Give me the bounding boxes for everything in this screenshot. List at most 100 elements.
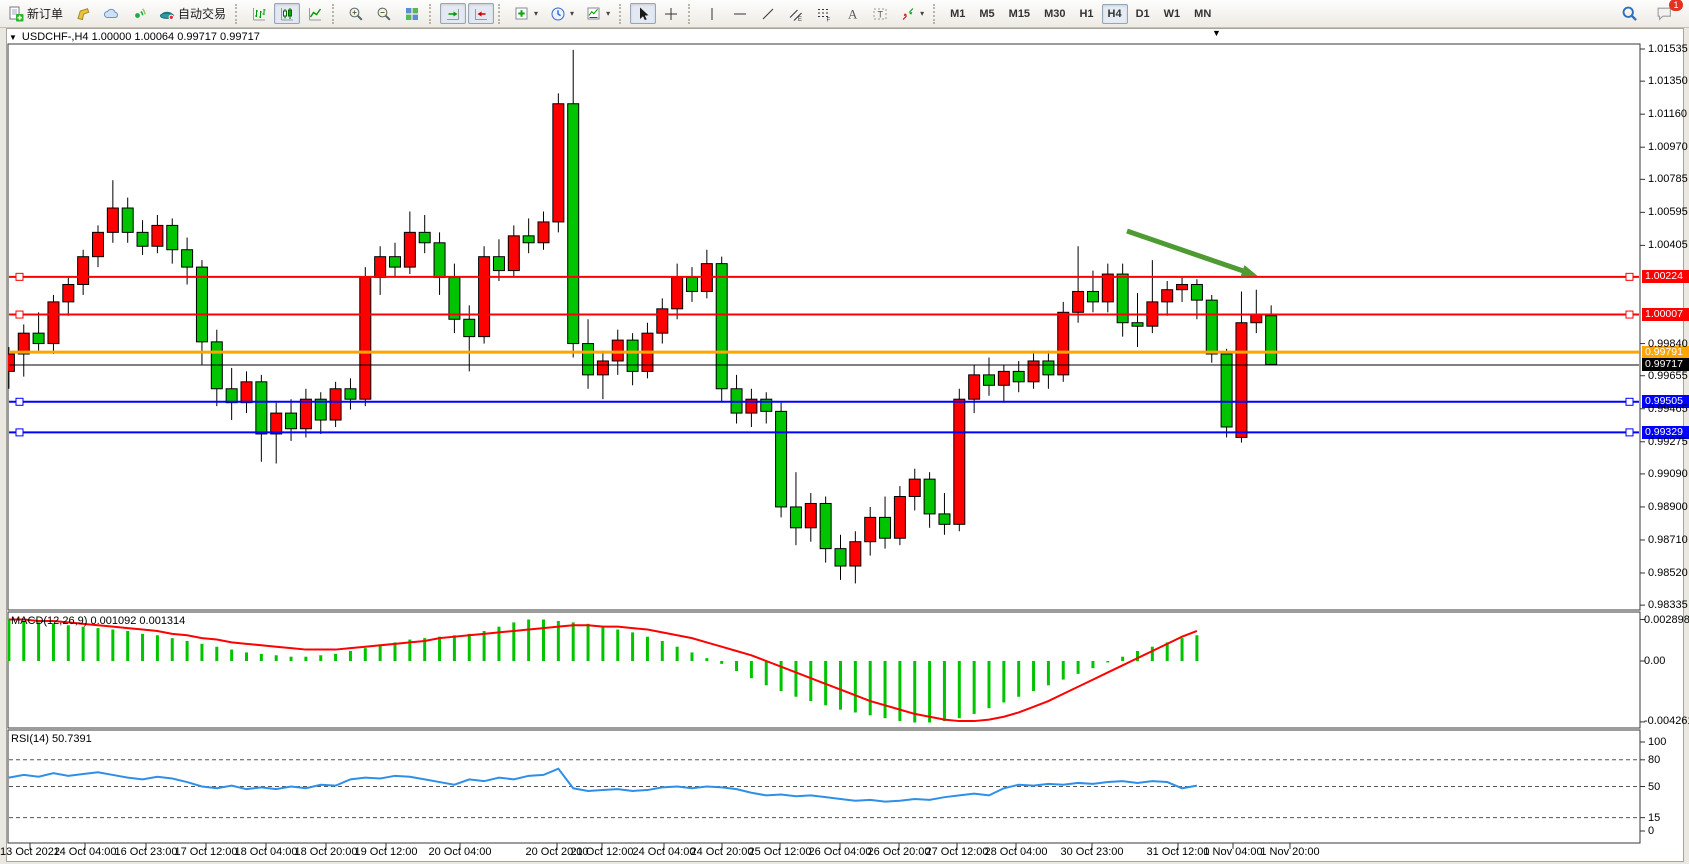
rsi-axis-label: 0 xyxy=(1648,825,1655,837)
cursor-button[interactable] xyxy=(630,3,657,24)
dropdown-caret-icon[interactable]: ▾ xyxy=(606,9,611,18)
chart-title-bar[interactable]: ▼ USDCHF-,H4 1.00000 1.00064 0.99717 0.9… xyxy=(9,30,260,44)
candle-body xyxy=(611,339,624,362)
chart-shift-button[interactable] xyxy=(468,3,495,24)
cloud-button[interactable] xyxy=(98,3,124,24)
timeframe-button-m1[interactable]: M1 xyxy=(950,7,966,20)
x-axis-time-label: 1 Nov 04:00 xyxy=(1203,846,1263,858)
chart-title-dropdown-icon[interactable]: ▼ xyxy=(9,32,17,42)
timeframe-button-m5[interactable]: M5 xyxy=(979,7,995,20)
timeframe-button-w1[interactable]: W1 xyxy=(1163,7,1181,20)
line-drag-handle[interactable] xyxy=(1625,310,1634,319)
templates-button[interactable]: ▾ xyxy=(581,3,615,24)
signal-icon xyxy=(135,7,146,18)
candle-body xyxy=(864,516,877,543)
cursor-icon xyxy=(640,7,649,20)
linechart-icon xyxy=(309,7,322,20)
text-button[interactable]: A xyxy=(839,3,865,24)
timeframe-button-d1[interactable]: D1 xyxy=(1135,7,1150,20)
tile-icon xyxy=(406,7,419,20)
candle-body xyxy=(344,388,357,400)
candle-body xyxy=(285,412,298,430)
line-drag-handle[interactable] xyxy=(15,272,24,281)
crosshair-icon xyxy=(665,7,678,20)
new-order-button[interactable]: 新订单 xyxy=(3,3,68,24)
chat-button[interactable]: 1 xyxy=(1651,0,1683,24)
candle-body xyxy=(552,103,565,223)
line-drag-handle[interactable] xyxy=(15,397,24,406)
bar-chart-button[interactable] xyxy=(246,3,272,24)
candle-body xyxy=(893,496,906,539)
trend-arrow-head xyxy=(1240,265,1258,277)
timeframe-button-mn[interactable]: MN xyxy=(1194,7,1212,20)
candle-body xyxy=(923,478,936,515)
autotrading-button[interactable]: 自动交易 xyxy=(154,3,231,24)
candle-body xyxy=(671,277,684,310)
candle-body xyxy=(106,207,119,233)
candle-body xyxy=(1116,273,1129,324)
y-axis-tick-label: 0.99090 xyxy=(1648,467,1688,480)
candle-body xyxy=(62,283,75,303)
candle-body xyxy=(522,235,535,244)
label-button[interactable]: T xyxy=(867,3,893,24)
candle-chart-button[interactable] xyxy=(274,3,301,24)
periods-button[interactable]: ▾ xyxy=(545,3,579,24)
dropdown-caret-icon[interactable]: ▾ xyxy=(570,9,575,18)
candle-body xyxy=(760,398,773,412)
candle-body xyxy=(567,103,580,345)
y-axis-tick-label: 0.98710 xyxy=(1648,533,1688,546)
y-axis-tick-label: 0.98520 xyxy=(1648,566,1688,579)
candle-body xyxy=(983,374,995,386)
dropdown-caret-icon[interactable]: ▾ xyxy=(920,9,925,18)
macd-axis-label: 0.00 xyxy=(1644,655,1666,667)
candle-body xyxy=(240,381,253,404)
candle-body xyxy=(745,398,758,414)
macd-signal-line xyxy=(8,618,1198,723)
arrows-button[interactable]: ▾ xyxy=(895,3,929,24)
indicators-button[interactable]: ▾ xyxy=(509,3,543,24)
tile-windows-button[interactable] xyxy=(399,3,425,24)
styler-button[interactable] xyxy=(70,3,96,24)
auto-scroll-button[interactable] xyxy=(440,3,467,24)
dropdown-caret-icon[interactable]: ▾ xyxy=(534,9,539,18)
candle-body xyxy=(1265,315,1278,365)
zoom-out-button[interactable] xyxy=(371,3,397,24)
candle-body xyxy=(953,398,966,525)
candle-body xyxy=(255,381,268,435)
line-drag-handle[interactable] xyxy=(1625,272,1634,281)
vline-button[interactable] xyxy=(699,3,725,24)
channel-button[interactable]: E xyxy=(783,3,809,24)
notification-badge: 1 xyxy=(1669,0,1683,11)
timeframe-button-h1[interactable]: H1 xyxy=(1079,7,1094,20)
cloud-icon xyxy=(103,8,118,18)
candle-body xyxy=(492,256,505,272)
line-drag-handle[interactable] xyxy=(15,428,24,437)
line-drag-handle[interactable] xyxy=(1625,397,1634,406)
hline-button[interactable] xyxy=(727,3,753,24)
candle-body xyxy=(1101,273,1114,303)
line-drag-handle[interactable] xyxy=(15,310,24,319)
timeframe-button-m30[interactable]: M30 xyxy=(1044,7,1066,20)
svg-text:F: F xyxy=(827,17,831,22)
candle-body xyxy=(225,388,238,404)
candle-body xyxy=(1220,353,1233,428)
macd-axis-label: -0.004261 xyxy=(1644,715,1689,727)
trend-arrow[interactable] xyxy=(1126,228,1246,274)
trendline-button[interactable] xyxy=(755,3,781,24)
crosshair-button[interactable] xyxy=(658,3,684,24)
candle-body xyxy=(834,548,847,567)
window-menu-icon[interactable]: ▼ xyxy=(1212,28,1221,38)
zoom-in-button[interactable] xyxy=(343,3,369,24)
signals-button[interactable] xyxy=(126,3,152,24)
line-drag-handle[interactable] xyxy=(1625,428,1634,437)
autoscroll-icon xyxy=(447,8,460,20)
search-button[interactable] xyxy=(1616,3,1643,24)
vline-icon xyxy=(711,7,713,20)
fibo-button[interactable]: F xyxy=(811,3,837,24)
jug-icon xyxy=(77,7,90,20)
timeframe-button-h4[interactable]: H4 xyxy=(1101,3,1128,24)
y-axis-tick-label: 0.99655 xyxy=(1648,369,1688,382)
candle-body xyxy=(166,224,179,251)
line-chart-button[interactable] xyxy=(302,3,328,24)
timeframe-button-m15[interactable]: M15 xyxy=(1008,7,1031,20)
